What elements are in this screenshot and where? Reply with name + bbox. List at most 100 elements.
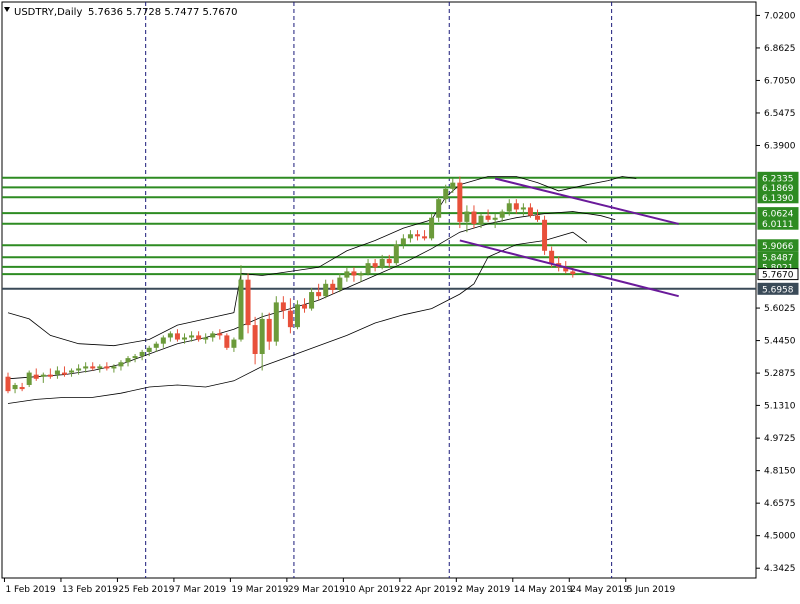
candle-body[interactable] [252,325,258,354]
channel-trendline[interactable] [494,177,679,225]
candle-body[interactable] [365,263,371,274]
candle-body[interactable] [464,211,470,222]
candle-body[interactable] [450,182,456,189]
candle-body[interactable] [337,277,343,290]
y-axis-tick-label: 5.1310 [764,401,796,411]
candle-body[interactable] [358,273,364,276]
candle-body[interactable] [12,384,18,390]
candle-body[interactable] [76,368,82,371]
candle-body[interactable] [139,351,145,357]
candle-body[interactable] [266,318,272,342]
y-axis-tick-label: 4.3425 [764,564,796,574]
candle-body[interactable] [351,271,357,276]
y-axis-tick-label: 4.9725 [764,434,796,444]
candle-body[interactable] [125,358,131,363]
candle-body[interactable] [457,182,463,222]
level-price-label-box [757,217,799,230]
candle-body[interactable] [231,339,237,348]
y-axis-tick-label: 7.0200 [764,11,796,21]
candle-body[interactable] [471,211,477,224]
x-axis-tick-label: 5 Jun 2019 [627,585,676,595]
level-price-label-box [757,239,799,252]
candle-body[interactable] [182,337,187,340]
candle-body[interactable] [379,259,385,268]
candle-body[interactable] [259,318,265,354]
candle-body[interactable] [323,283,329,297]
candle-body[interactable] [47,374,53,377]
candle-body[interactable] [217,333,223,336]
candle-body[interactable] [330,283,336,290]
candle-body[interactable] [485,215,491,220]
candle-body[interactable] [429,217,435,239]
candle-body[interactable] [492,217,498,220]
candle-body[interactable] [513,203,519,210]
candle-body[interactable] [83,366,89,369]
candle-body[interactable] [90,366,96,369]
candle-body[interactable] [309,292,315,309]
candle-body[interactable] [316,292,322,297]
candle-body[interactable] [245,279,251,326]
candle-body[interactable] [104,366,110,369]
candle-body[interactable] [386,259,392,264]
y-axis-tick-label: 5.2875 [764,369,796,379]
candle-body[interactable] [238,279,244,340]
candle-body[interactable] [422,236,428,239]
candle-body[interactable] [97,366,103,369]
candle-body[interactable] [26,372,32,385]
candle-body[interactable] [132,356,138,359]
candle-body[interactable] [287,310,293,328]
candle-body[interactable] [535,215,540,220]
candle-body[interactable] [153,343,159,348]
candle-body[interactable] [273,302,279,342]
candle-body[interactable] [189,335,195,338]
candle-body[interactable] [443,188,449,200]
candle-body[interactable] [393,244,399,264]
candle-body[interactable] [344,271,350,278]
x-axis-tick-label: 2 May 2019 [457,585,510,595]
candle-body[interactable] [174,333,180,340]
x-axis-tick-label: 19 Mar 2019 [231,585,288,595]
candle-body[interactable] [33,374,39,379]
candle-body[interactable] [436,199,442,218]
candle-body[interactable] [400,238,406,245]
candle-body[interactable] [506,203,512,212]
candle-body[interactable] [146,347,152,352]
candle-body[interactable] [294,304,300,328]
candle-body[interactable] [372,263,378,268]
y-axis-tick-label: 4.8150 [764,467,796,477]
candle-body[interactable] [196,335,202,340]
candle-body[interactable] [414,234,420,237]
candle-body[interactable] [542,219,548,251]
candle-body[interactable] [224,335,230,348]
candle-body[interactable] [478,215,484,224]
symbol-dropdown-icon[interactable] [4,7,10,12]
candle-body[interactable] [61,372,67,375]
level-price-label: 5.9066 [762,242,794,252]
candle-body[interactable] [520,207,526,210]
candle-body[interactable] [203,337,209,340]
candle-body[interactable] [69,370,75,373]
y-axis-tick-label: 5.6025 [764,304,796,314]
y-axis-tick-label: 5.4450 [764,337,796,347]
candle-body[interactable] [570,271,576,275]
candle-body[interactable] [167,333,173,338]
level-price-label: 6.1390 [762,194,794,204]
candle-body[interactable] [19,387,25,390]
candle-body[interactable] [160,337,166,344]
candle-body[interactable] [40,374,46,377]
candle-body[interactable] [407,234,413,239]
candle-body[interactable] [111,366,117,369]
candle-body[interactable] [210,333,216,338]
channel-trendline[interactable] [459,239,679,298]
candle-body[interactable] [527,207,533,216]
candle-body[interactable] [118,362,124,367]
candle-body[interactable] [54,370,60,375]
candle-body[interactable] [302,304,308,309]
candle-body[interactable] [563,267,569,272]
candle-body[interactable] [280,302,286,311]
candle-body[interactable] [499,211,505,218]
candle-body[interactable] [5,376,11,392]
candle-body[interactable] [549,250,555,264]
